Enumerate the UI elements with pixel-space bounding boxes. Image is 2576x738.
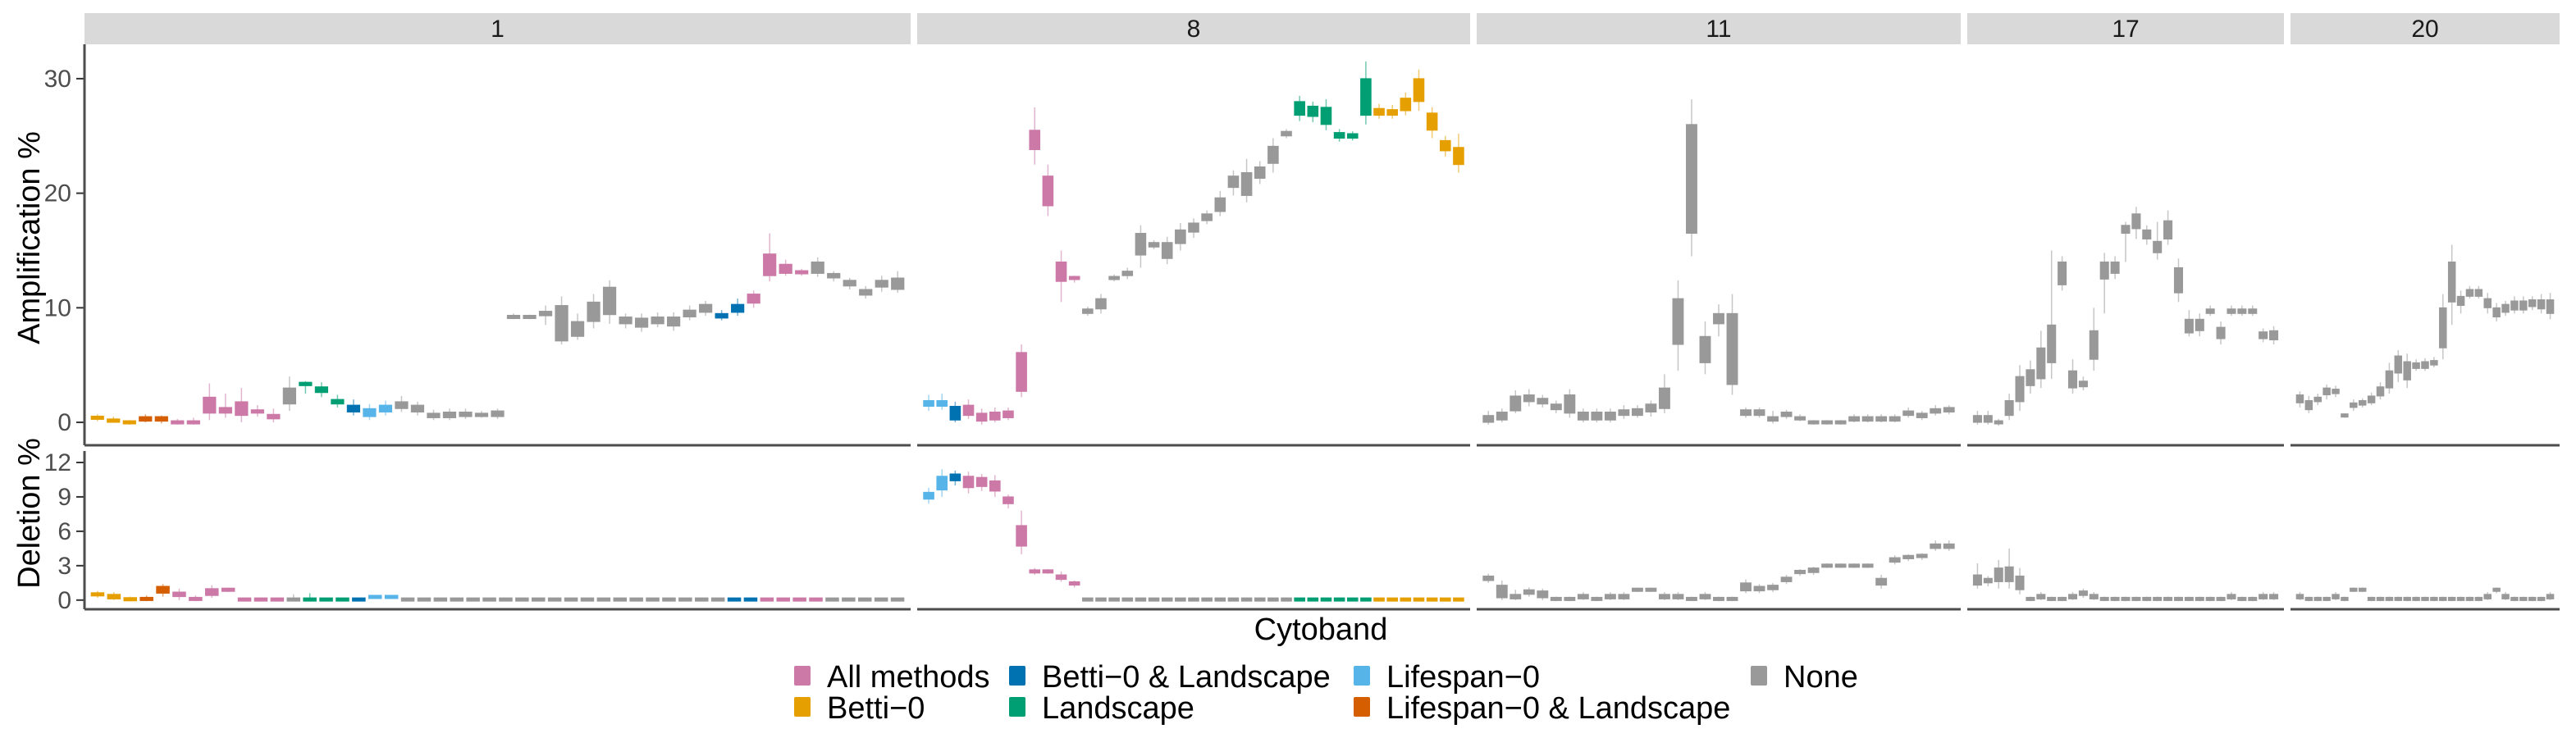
amp-chr1-band-31-box [570, 321, 585, 337]
facet-strips: 1 8 11 17 20 [84, 13, 2560, 44]
amp-chr8-band-27-box [1267, 145, 1279, 164]
facet-strip-11 [1477, 13, 1961, 44]
legend-key-betti-0 [794, 697, 811, 717]
amp-chr17-band-12-box [2089, 330, 2099, 360]
y-axis-ticks: 0 10 20 30 0 3 6 9 12 [44, 66, 84, 614]
legend-label-betti-0: Betti−0 [827, 691, 925, 726]
del-chr8-band-2-box [936, 476, 948, 491]
amp-y-tick-label-0: 0 [57, 409, 71, 436]
facet-strip-20 [2291, 13, 2560, 44]
amp-chr1-band-32-box [587, 301, 601, 322]
amp-chr1-band-43-box [763, 253, 777, 276]
amp-chr1-band-50-box [875, 280, 888, 288]
legend-key-all-methods [794, 666, 811, 686]
amp-y-tick-label-10: 10 [44, 294, 71, 321]
amp-chr20-band-12-box [2394, 355, 2403, 374]
del-chr8-band-3-box [949, 473, 961, 481]
legend-key-betti-0-landscape [1009, 666, 1025, 686]
del-chr11-band-2-box [1496, 585, 1508, 599]
facet-strip-label-20: 20 [2411, 16, 2438, 43]
amp-chr17-band-20-box [2173, 266, 2184, 294]
amp-chr11-band-15-box [1672, 298, 1684, 345]
legend-key-lifespan-0 [1354, 666, 1370, 686]
legend-label-betti-0-landscape: Betti−0 & Landscape [1042, 660, 1331, 695]
legend-label-lifespan-0-landscape: Lifespan−0 & Landscape [1386, 691, 1730, 726]
amp-chr17-band-10-box [2067, 370, 2078, 389]
legend: All methods Betti−0 Betti−0 & Landscape … [794, 660, 1858, 726]
panel-axes [83, 44, 2560, 611]
amp-y-tick-label-30: 30 [44, 66, 71, 93]
amp-chr8-band-29-box [1294, 101, 1305, 116]
amp-chr1-band-51-box [891, 277, 905, 290]
legend-key-lifespan-0-landscape [1354, 697, 1370, 717]
amp-chr17-band-6-box [2026, 369, 2035, 386]
del-chr8-band-5-box [975, 476, 988, 487]
amp-chr8-band-34-box [1360, 78, 1372, 116]
deletion-axis-title: Deletion % [12, 438, 47, 589]
del-y-tick-label-3: 3 [57, 553, 71, 580]
amp-chr11-band-19-box [1726, 312, 1738, 385]
legend-label-none: None [1784, 660, 1858, 695]
amp-chr8-band-11-box [1055, 261, 1067, 282]
amp-chr8-band-10-box [1042, 175, 1054, 207]
del-y-tick-label-9: 9 [57, 484, 71, 511]
del-y-tick-label-6: 6 [57, 518, 71, 545]
facet-strip-label-17: 17 [2112, 16, 2139, 43]
facet-strip-label-8: 8 [1187, 16, 1201, 43]
amp-chr11-band-16-box [1686, 124, 1697, 235]
amp-chr11-band-14-box [1659, 387, 1670, 409]
amp-chr20-band-18-box [2447, 261, 2456, 303]
amp-chr1-band-10-box [235, 401, 249, 417]
legend-label-landscape: Landscape [1042, 691, 1194, 726]
amp-chr11-band-7-box [1564, 394, 1576, 414]
amplification-axis-title: Amplification % [12, 131, 47, 344]
amp-chr17-band-14-box [2110, 261, 2120, 274]
x-axis-title: Cytoband [1254, 613, 1388, 647]
legend-key-none [1751, 666, 1767, 686]
amp-chr11-band-17-box [1699, 335, 1711, 363]
facet-strip-1 [84, 13, 911, 44]
facet-strip-17 [1967, 13, 2284, 44]
del-chr8-band-8-box [1016, 525, 1027, 547]
del-y-tick-label-0: 0 [57, 587, 71, 614]
legend-label-lifespan-0: Lifespan−0 [1386, 660, 1540, 695]
amp-chr11-band-3-box [1510, 395, 1522, 412]
amp-chr8-band-9-box [1029, 130, 1041, 151]
amp-chr8-band-8-box [1016, 352, 1027, 392]
facet-strip-label-11: 11 [1706, 16, 1731, 43]
facet-strip-label-1: 1 [491, 16, 505, 43]
amp-chr1-band-33-box [602, 286, 617, 316]
boxplot-marks [90, 61, 2555, 602]
legend-label-all-methods: All methods [827, 660, 990, 695]
amp-y-tick-label-20: 20 [44, 180, 71, 207]
legend-key-landscape [1009, 697, 1025, 717]
amp-chr1-band-30-box [555, 305, 569, 342]
amp-chr17-band-13-box [2099, 261, 2109, 280]
amp-chr17-band-7-box [2036, 347, 2046, 380]
del-chr8-band-7-box [1003, 496, 1014, 504]
amp-chr8-band-3-box [949, 405, 961, 421]
del-y-tick-label-12: 12 [44, 449, 71, 476]
facet-strip-8 [917, 13, 1470, 44]
